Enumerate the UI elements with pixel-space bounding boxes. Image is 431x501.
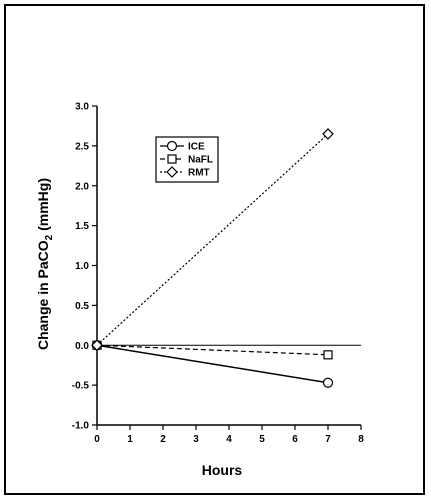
y-tick-label: -0.5 xyxy=(72,381,90,392)
legend-marker-ice xyxy=(166,140,178,152)
x-tick-label: 4 xyxy=(226,434,232,445)
data-point-nafl xyxy=(323,350,333,360)
y-tick-label: 0.0 xyxy=(75,341,89,352)
y-tick-label: 0.5 xyxy=(75,301,89,312)
y-axis-title: Change in PaCO2 (mmHg) xyxy=(35,178,55,350)
data-point-rmt xyxy=(322,128,334,140)
legend-label-ice: ICE xyxy=(188,142,205,153)
x-tick-label: 2 xyxy=(160,434,166,445)
chart-frame xyxy=(4,4,425,495)
x-tick-label: 5 xyxy=(259,434,265,445)
y-tick-label: 2.5 xyxy=(75,141,89,152)
legend-label-nafl: NaFL xyxy=(188,155,213,166)
data-point-ice xyxy=(322,377,334,388)
x-tick-label: 3 xyxy=(193,434,199,445)
x-tick-label: 6 xyxy=(292,434,298,445)
legend-label-rmt: RMT xyxy=(188,168,210,179)
y-tick-label: 3.0 xyxy=(75,102,89,113)
y-tick-label: 1.0 xyxy=(75,261,89,272)
y-tick-label: 1.5 xyxy=(75,221,89,232)
series-line-nafl xyxy=(96,344,329,356)
y-tick-label: 2.0 xyxy=(75,181,89,192)
x-tick-label: 8 xyxy=(358,434,364,445)
x-tick-label: 1 xyxy=(127,434,133,445)
series-line-ice xyxy=(96,344,329,384)
x-tick-label: 7 xyxy=(325,434,331,445)
legend-marker-nafl xyxy=(167,154,177,164)
x-tick-label: 0 xyxy=(94,434,100,445)
legend-marker-rmt xyxy=(166,166,178,178)
y-tick-label: -1.0 xyxy=(72,421,90,432)
x-axis-title: Hours xyxy=(202,462,243,478)
data-point-rmt xyxy=(91,339,103,352)
series-line-rmt xyxy=(96,133,329,346)
legend-box xyxy=(155,136,219,183)
